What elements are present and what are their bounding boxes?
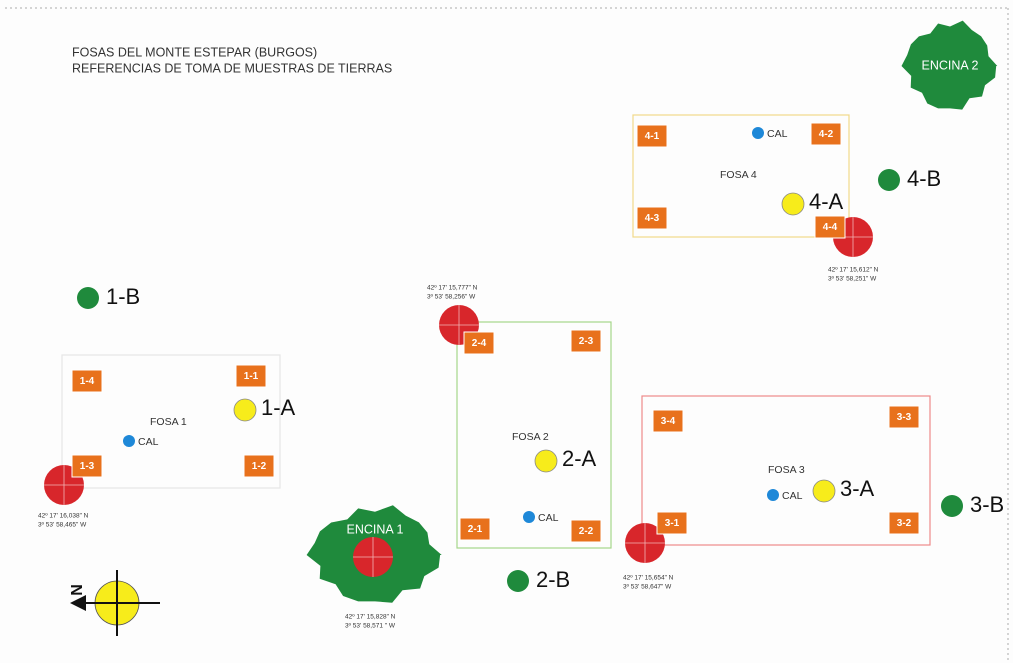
point-b	[941, 495, 963, 517]
coordinates: 42º 17' 15,777" N	[427, 285, 478, 292]
sample-label: 4-4	[823, 222, 838, 233]
sample-label: 1-3	[80, 461, 95, 472]
fosa-outline	[61, 354, 281, 489]
fosa-label: FOSA 4	[720, 169, 757, 181]
title: REFERENCIAS DE TOMA DE MUESTRAS DE TIERR…	[72, 61, 392, 75]
sample-label: 4-3	[645, 213, 660, 224]
fosa-outline	[632, 114, 850, 238]
sample-square	[459, 517, 491, 541]
sample-square	[656, 511, 688, 535]
sample-square	[570, 329, 602, 353]
sample-square	[636, 124, 668, 148]
sample-square	[810, 122, 842, 146]
sample-square	[235, 364, 267, 388]
point-b-label: 4-B	[907, 166, 941, 191]
sample-square	[814, 215, 846, 239]
sample-label: 2-2	[579, 526, 594, 537]
sample-square	[888, 405, 920, 429]
compass-letter: N	[69, 584, 86, 596]
sample-label: 3-4	[661, 416, 676, 427]
sample-label: 2-4	[472, 338, 487, 349]
sample-square	[652, 409, 684, 433]
point-b	[878, 169, 900, 191]
fosa-label: FOSA 3	[768, 464, 805, 476]
sample-label: 2-1	[468, 524, 483, 535]
cal-point	[752, 127, 764, 139]
cal-point	[123, 435, 135, 447]
coordinates: 42º 17' 15,654" N	[623, 575, 674, 582]
fosa-label: FOSA 2	[512, 431, 549, 443]
point-b-label: 3-B	[970, 492, 1004, 517]
point-b-label: 2-B	[536, 567, 570, 592]
cal-label: CAL	[538, 512, 559, 524]
coordinates: 3º 53' 58,571 " W	[345, 623, 396, 630]
point-b	[507, 570, 529, 592]
point-a-label: 4-A	[809, 189, 844, 214]
sample-square	[570, 519, 602, 543]
encina-label: ENCINA 1	[347, 522, 404, 536]
fosa-label: FOSA 1	[150, 416, 187, 428]
coordinates: 3º 53' 58,465" W	[38, 522, 87, 529]
sample-label: 4-2	[819, 129, 834, 140]
title: FOSAS DEL MONTE ESTEPAR (BURGOS)	[72, 45, 317, 59]
coordinates: 3º 53' 58,251" W	[828, 276, 877, 283]
point-a	[812, 479, 836, 503]
cal-point	[767, 489, 779, 501]
sample-square	[71, 454, 103, 478]
sample-label: 3-3	[897, 412, 912, 423]
sample-square	[636, 206, 668, 230]
sample-label: 1-1	[244, 371, 259, 382]
cal-point	[523, 511, 535, 523]
cal-label: CAL	[138, 436, 159, 448]
point-a-label: 2-A	[562, 446, 597, 471]
point-b-label: 1-B	[106, 284, 140, 309]
coordinates: 42º 17' 15,828" N	[345, 614, 396, 621]
encina-label: ENCINA 2	[922, 58, 979, 72]
point-a	[534, 449, 558, 473]
point-a	[781, 192, 805, 216]
fosa-outline	[641, 395, 931, 546]
sample-square	[463, 331, 495, 355]
sample-square	[888, 511, 920, 535]
sample-square	[243, 454, 275, 478]
sample-label: 2-3	[579, 336, 594, 347]
sample-label: 3-2	[897, 518, 912, 529]
point-a-label: 1-A	[261, 395, 296, 420]
sample-square	[71, 369, 103, 393]
fosa-outline	[456, 321, 612, 549]
sample-label: 1-4	[80, 376, 95, 387]
cal-label: CAL	[767, 128, 788, 140]
sample-label: 1-2	[252, 461, 267, 472]
coordinates: 3º 53' 58,647" W	[623, 584, 672, 591]
point-a	[233, 398, 257, 422]
compass-arrow	[70, 595, 86, 611]
cal-label: CAL	[782, 490, 803, 502]
point-a-label: 3-A	[840, 476, 875, 501]
point-b	[77, 287, 99, 309]
coordinates: 3º 53' 58,256" W	[427, 294, 476, 301]
sample-label: 3-1	[665, 518, 680, 529]
coordinates: 42º 17' 15,612" N	[828, 267, 879, 274]
sample-label: 4-1	[645, 131, 660, 142]
coordinates: 42º 17' 16,038" N	[38, 513, 89, 520]
encina-blob	[901, 20, 998, 110]
